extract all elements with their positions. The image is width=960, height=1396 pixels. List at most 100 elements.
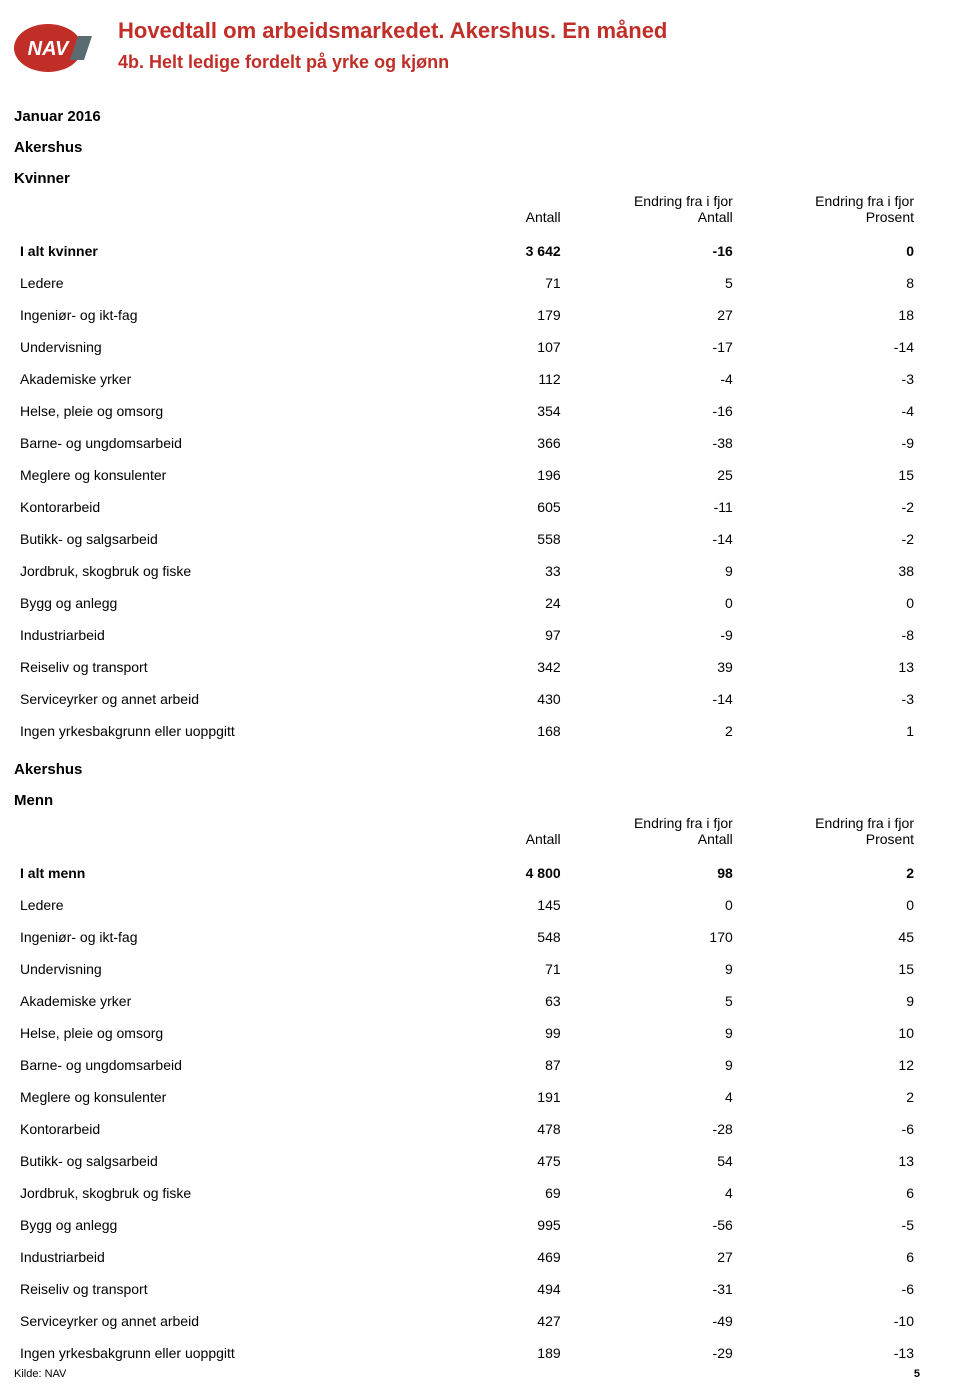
row-label: Kontorarbeid (14, 1113, 395, 1145)
row-value: 63 (395, 985, 567, 1017)
table-row: Butikk- og salgsarbeid4755413 (14, 1145, 920, 1177)
table-row: Jordbruk, skogbruk og fiske33938 (14, 555, 920, 587)
row-value: 4 (567, 1081, 739, 1113)
row-value: -6 (739, 1273, 920, 1305)
table-row: Kontorarbeid605-11-2 (14, 491, 920, 523)
table-row: Barne- og ungdomsarbeid87912 (14, 1049, 920, 1081)
table-row: Ledere7158 (14, 267, 920, 299)
page-footer: Kilde: NAV 5 (14, 1368, 920, 1380)
row-value: 170 (567, 921, 739, 953)
row-label: Ingen yrkesbakgrunn eller uoppgitt (14, 715, 395, 747)
row-value: -5 (739, 1209, 920, 1241)
row-label: Ledere (14, 889, 395, 921)
col-endring-prosent: Endring fra i fjorProsent (739, 811, 920, 857)
row-value: 548 (395, 921, 567, 953)
row-value: 87 (395, 1049, 567, 1081)
row-label: Undervisning (14, 331, 395, 363)
row-value: -28 (567, 1113, 739, 1145)
row-value: -16 (567, 235, 739, 267)
row-value: 15 (739, 953, 920, 985)
row-value: 71 (395, 267, 567, 299)
row-value: 196 (395, 459, 567, 491)
row-value: 9 (567, 1049, 739, 1081)
row-value: 24 (395, 587, 567, 619)
row-label: Industriarbeid (14, 619, 395, 651)
row-label: Meglere og konsulenter (14, 459, 395, 491)
row-value: 2 (739, 857, 920, 889)
row-value: 6 (739, 1177, 920, 1209)
page-number: 5 (914, 1368, 920, 1380)
table-total-row: I alt menn4 800982 (14, 857, 920, 889)
row-value: -9 (567, 619, 739, 651)
table-row: Undervisning107-17-14 (14, 331, 920, 363)
row-value: 15 (739, 459, 920, 491)
row-value: -49 (567, 1305, 739, 1337)
row-label: Helse, pleie og omsorg (14, 395, 395, 427)
page-header: NAV Hovedtall om arbeidsmarkedet. Akersh… (0, 0, 960, 78)
table-row: Ingeniør- og ikt-fag1792718 (14, 299, 920, 331)
row-value: 18 (739, 299, 920, 331)
row-label: Akademiske yrker (14, 363, 395, 395)
row-value: 354 (395, 395, 567, 427)
table-row: Serviceyrker og annet arbeid430-14-3 (14, 683, 920, 715)
row-value: 69 (395, 1177, 567, 1209)
row-value: -9 (739, 427, 920, 459)
row-value: -3 (739, 683, 920, 715)
period-label: Januar 2016 (14, 108, 920, 125)
row-label: Serviceyrker og annet arbeid (14, 1305, 395, 1337)
row-label: Kontorarbeid (14, 491, 395, 523)
table-row: Reiseliv og transport3423913 (14, 651, 920, 683)
row-value: 478 (395, 1113, 567, 1145)
row-value: -16 (567, 395, 739, 427)
table-row: Barne- og ungdomsarbeid366-38-9 (14, 427, 920, 459)
row-value: 0 (739, 235, 920, 267)
table-row: Industriarbeid97-9-8 (14, 619, 920, 651)
row-value: 27 (567, 299, 739, 331)
row-value: -3 (739, 363, 920, 395)
source-label: Kilde: NAV (14, 1368, 66, 1380)
region-label-2: Akershus (14, 761, 920, 778)
row-value: 179 (395, 299, 567, 331)
row-value: 3 642 (395, 235, 567, 267)
row-value: 494 (395, 1273, 567, 1305)
row-value: -6 (739, 1113, 920, 1145)
col-antall: Antall (395, 811, 567, 857)
col-endring-prosent: Endring fra i fjorProsent (739, 189, 920, 235)
row-label: Ledere (14, 267, 395, 299)
row-value: 558 (395, 523, 567, 555)
row-value: 430 (395, 683, 567, 715)
row-label: Serviceyrker og annet arbeid (14, 683, 395, 715)
row-value: 12 (739, 1049, 920, 1081)
row-value: 0 (567, 587, 739, 619)
row-value: 189 (395, 1337, 567, 1369)
row-value: -4 (567, 363, 739, 395)
row-value: 9 (567, 555, 739, 587)
row-label: Barne- og ungdomsarbeid (14, 427, 395, 459)
men-table: Antall Endring fra i fjorAntall Endring … (14, 811, 920, 1369)
row-value: 6 (739, 1241, 920, 1273)
row-label: Reiseliv og transport (14, 651, 395, 683)
row-value: -10 (739, 1305, 920, 1337)
row-value: 469 (395, 1241, 567, 1273)
table-row: Reiseliv og transport494-31-6 (14, 1273, 920, 1305)
row-label: Butikk- og salgsarbeid (14, 1145, 395, 1177)
row-value: 25 (567, 459, 739, 491)
row-value: -14 (739, 331, 920, 363)
row-value: -2 (739, 523, 920, 555)
table-row: Ledere14500 (14, 889, 920, 921)
women-label: Kvinner (14, 170, 920, 187)
row-value: 5 (567, 267, 739, 299)
table-total-row: I alt kvinner3 642-160 (14, 235, 920, 267)
row-value: 9 (739, 985, 920, 1017)
table-row: Undervisning71915 (14, 953, 920, 985)
row-value: 9 (567, 1017, 739, 1049)
table-row: Ingeniør- og ikt-fag54817045 (14, 921, 920, 953)
row-value: 112 (395, 363, 567, 395)
row-value: -4 (739, 395, 920, 427)
table-row: Meglere og konsulenter1962515 (14, 459, 920, 491)
nav-logo-icon: NAV (8, 18, 98, 78)
table-row: Serviceyrker og annet arbeid427-49-10 (14, 1305, 920, 1337)
col-antall: Antall (395, 189, 567, 235)
table-row: Helse, pleie og omsorg99910 (14, 1017, 920, 1049)
table-row: Helse, pleie og omsorg354-16-4 (14, 395, 920, 427)
